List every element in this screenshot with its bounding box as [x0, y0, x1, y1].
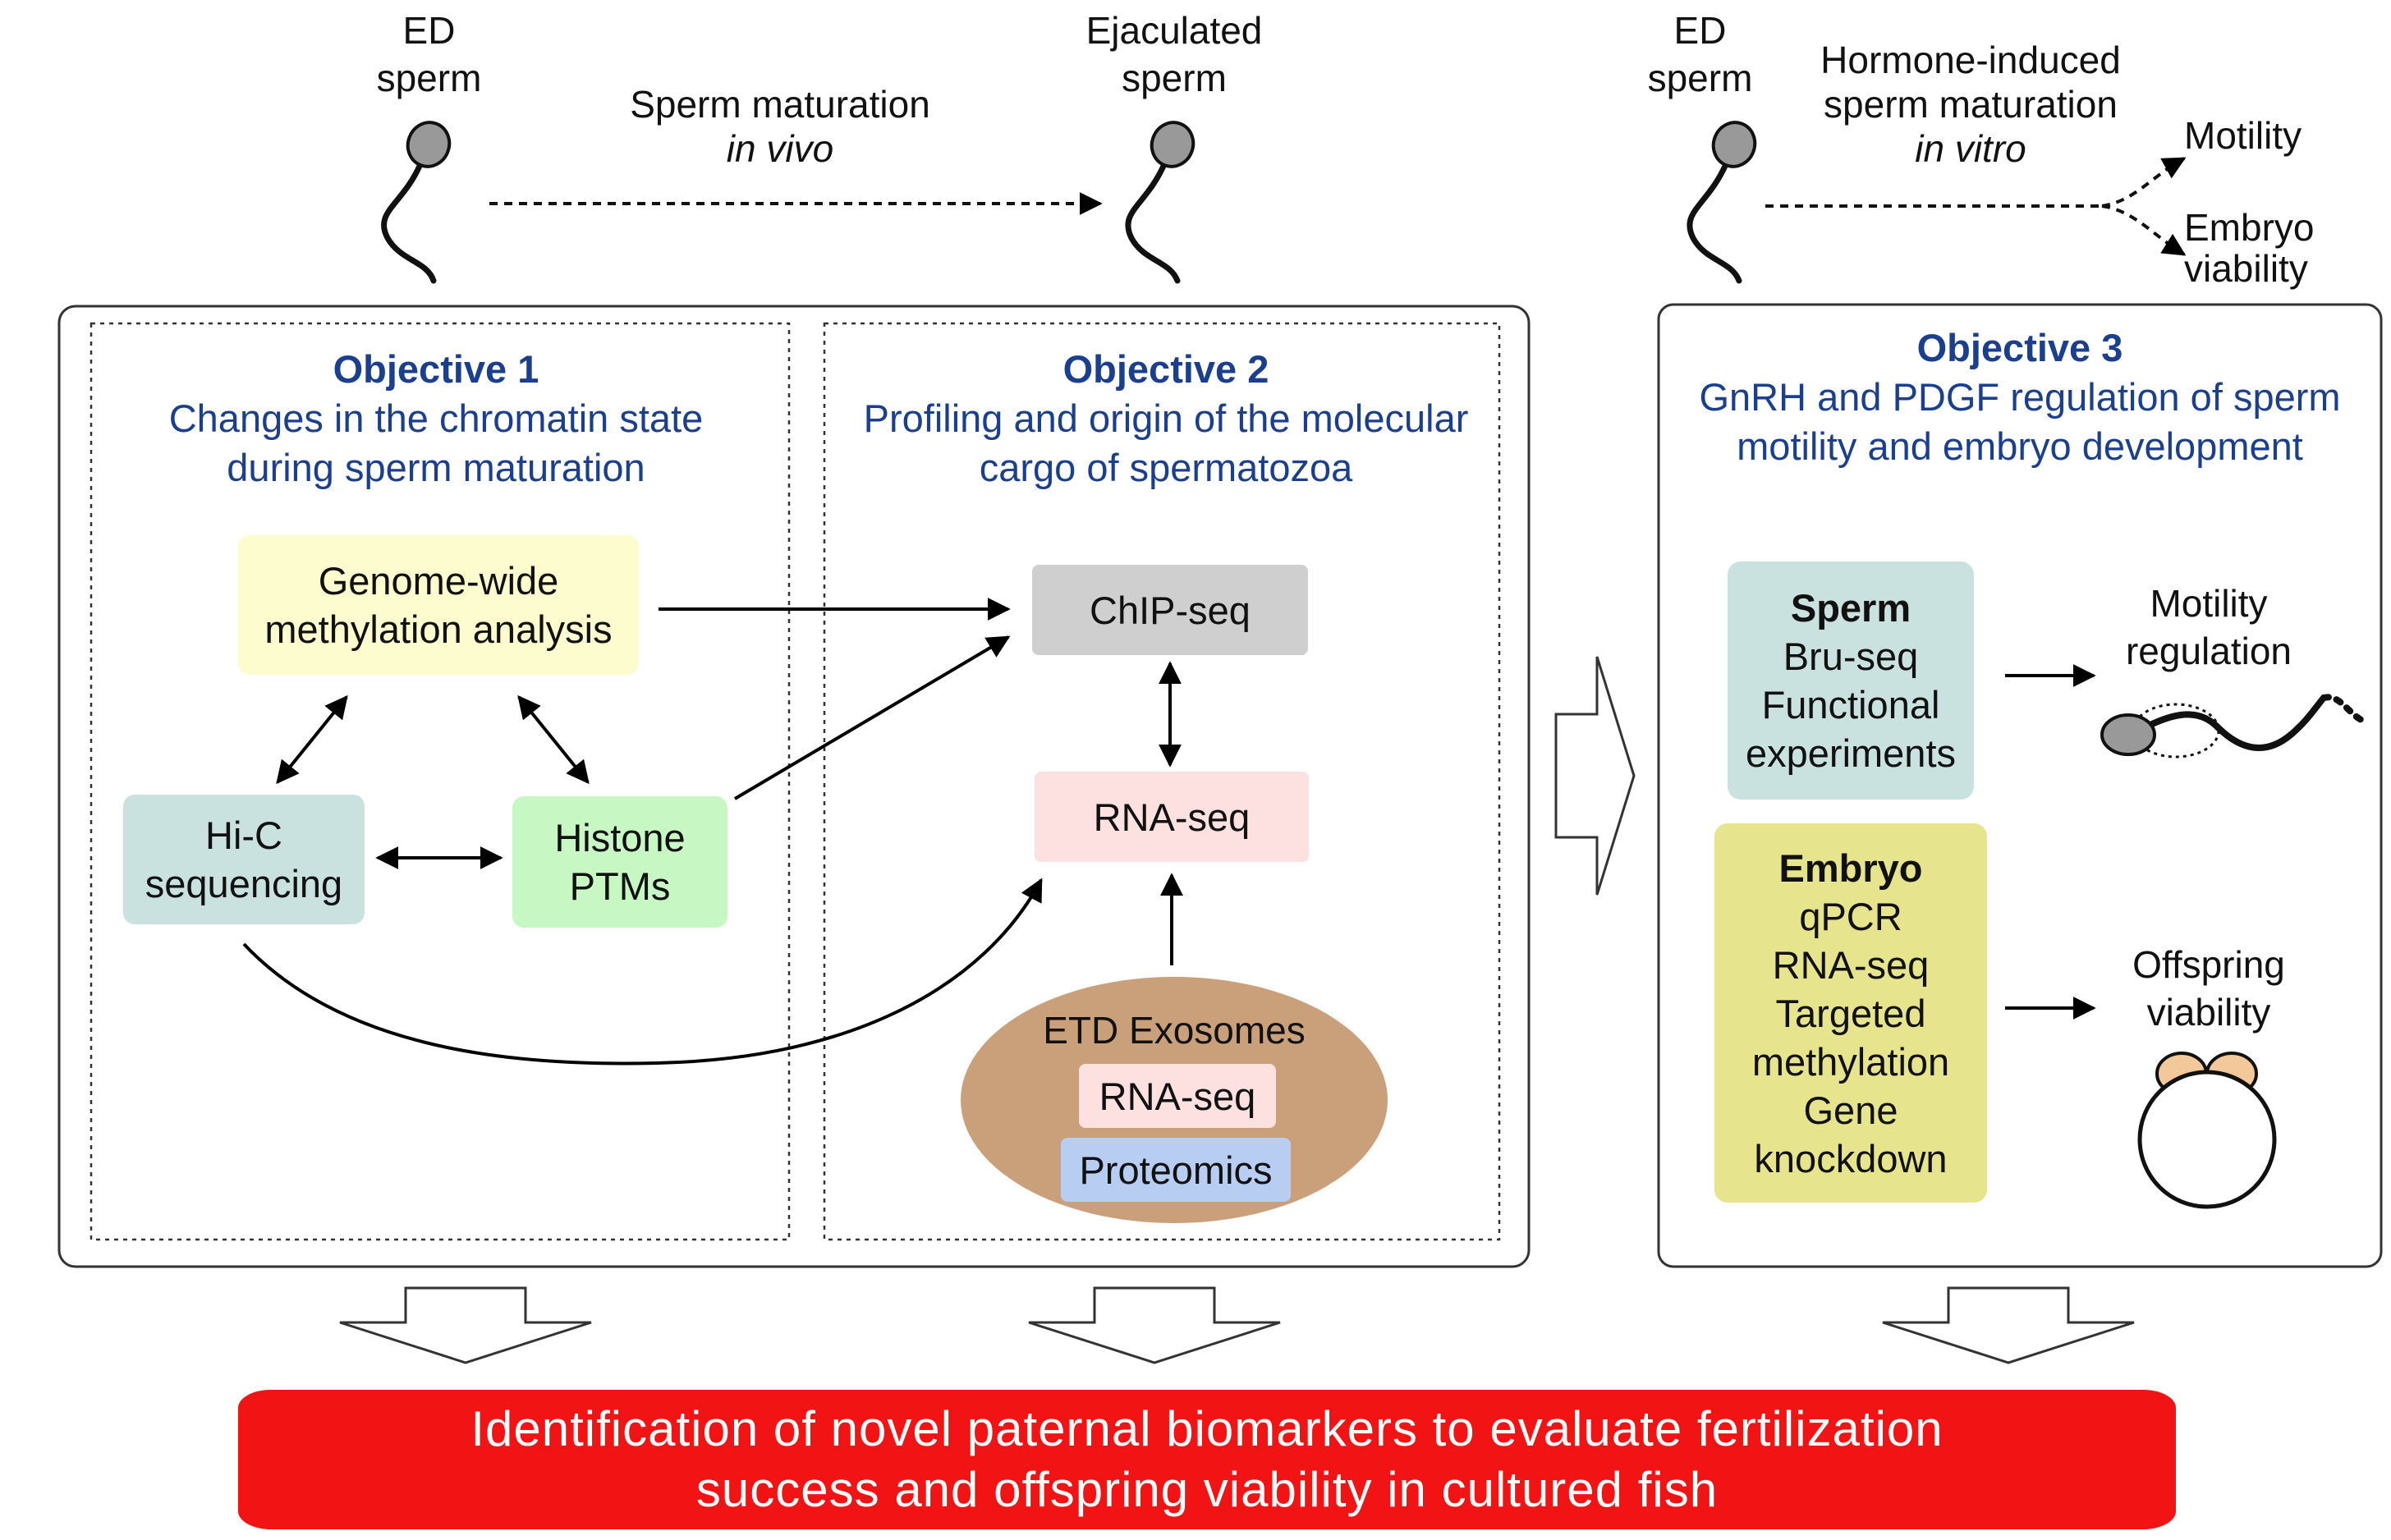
label-embryo-viability: Embryo viability: [2184, 206, 2315, 290]
label-ejaculated-sperm: Ejaculated sperm: [1085, 9, 1263, 99]
panel-objective-1-dotted: [89, 322, 791, 1241]
embryo-icon: [2137, 1052, 2277, 1209]
sperm-icon-ed-right: [1687, 121, 1757, 284]
proteomics-box: Proteomics: [1061, 1138, 1291, 1202]
sperm-methods-box: Sperm Bru-seq Functional experiments: [1728, 561, 1974, 800]
arrow-in-vitro: [1765, 157, 2187, 256]
offspring-viability-label: Offspring viability: [2132, 943, 2285, 1034]
arrow-methylation-hic: [276, 694, 348, 785]
sperm-icon-ed-left: [381, 121, 452, 284]
rnaseq-box: RNA-seq: [1035, 772, 1309, 862]
panel-objectives-1-2: [57, 305, 1531, 1268]
arrow-hic-to-rnaseq: [242, 878, 1043, 1066]
label-ed-sperm-left: ED sperm: [376, 9, 482, 99]
big-right-arrow: [1554, 656, 1636, 896]
hic-sequencing-box: Hi-C sequencing: [123, 795, 365, 924]
label-ed-sperm-right: ED sperm: [1647, 9, 1753, 99]
conclusion-banner: Identification of novel paternal biomark…: [238, 1390, 2176, 1529]
motile-sperm-icon: [2100, 694, 2366, 759]
panel-objective-3: [1657, 303, 2383, 1268]
objective-3-title: Objective 3 GnRH and PDGF regulation of …: [1699, 326, 2341, 468]
label-in-vivo: Sperm maturation in vivo: [630, 83, 930, 170]
arrow-methylation-histone: [517, 694, 590, 785]
chipseq-box: ChIP-seq: [1032, 565, 1308, 655]
label-in-vitro: Hormone-induced sperm maturation in vitro: [1820, 39, 2121, 170]
motility-regulation-label: Motility regulation: [2125, 582, 2292, 672]
down-arrow-right: [1882, 1286, 2135, 1364]
exosome-rnaseq-box: RNA-seq: [1079, 1064, 1276, 1128]
objective-2-title: Objective 2 Profiling and origin of the …: [863, 347, 1469, 489]
objective-1-title: Objective 1 Changes in the chromatin sta…: [168, 347, 704, 489]
histone-ptms-box: Histone PTMs: [512, 796, 727, 928]
arrow-histone-to-chipseq: [733, 635, 1011, 800]
panel-objective-2-dotted: [823, 322, 1501, 1241]
exosomes-label: ETD Exosomes: [1043, 1009, 1306, 1052]
embryo-methods-box: Embryo qPCR RNA-seq Targeted methylation…: [1714, 823, 1987, 1203]
label-motility: Motility: [2184, 114, 2302, 157]
methylation-analysis-box: Genome-wide methylation analysis: [238, 535, 639, 675]
sperm-icon-ejaculated: [1125, 121, 1196, 284]
down-arrow-middle: [1028, 1286, 1281, 1364]
down-arrow-left: [339, 1286, 592, 1364]
